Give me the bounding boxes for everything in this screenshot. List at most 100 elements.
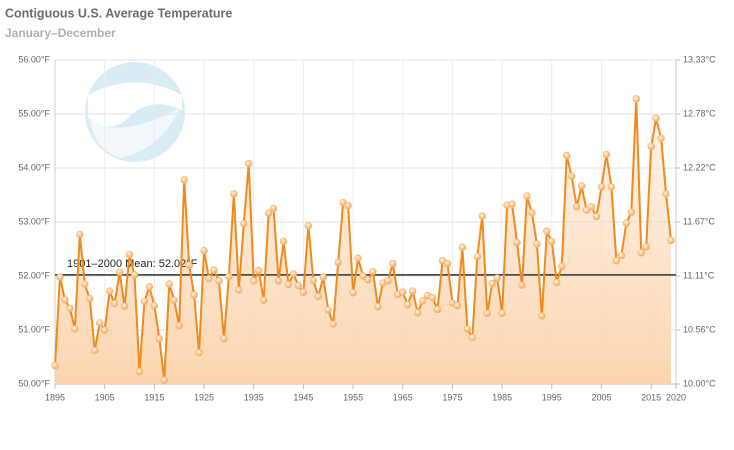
point bbox=[508, 200, 516, 208]
point bbox=[235, 286, 243, 294]
point bbox=[105, 287, 114, 295]
point bbox=[324, 306, 332, 314]
point bbox=[81, 280, 89, 288]
point bbox=[51, 361, 59, 370]
point bbox=[165, 280, 173, 288]
point bbox=[428, 293, 437, 302]
point bbox=[205, 275, 213, 283]
x-tick-label: 1945 bbox=[293, 392, 313, 402]
x-tick-label: 1925 bbox=[194, 392, 214, 402]
x-tick-label: 1975 bbox=[442, 392, 462, 402]
point bbox=[76, 230, 84, 239]
point bbox=[309, 276, 318, 285]
point bbox=[627, 208, 635, 216]
x-tick-label: 2005 bbox=[591, 392, 611, 402]
y2-tick-label: 13.33°C bbox=[683, 54, 716, 64]
point bbox=[259, 296, 268, 304]
point bbox=[597, 183, 606, 191]
point bbox=[458, 243, 467, 252]
x-tick-label: 1955 bbox=[343, 392, 363, 402]
point bbox=[250, 277, 258, 285]
point bbox=[587, 203, 596, 211]
point bbox=[354, 254, 362, 262]
point bbox=[195, 348, 203, 357]
point bbox=[637, 249, 645, 257]
point bbox=[528, 209, 536, 217]
x-tick-label: 1935 bbox=[244, 392, 264, 402]
noaa-logo bbox=[85, 62, 185, 162]
point bbox=[274, 277, 283, 285]
point bbox=[319, 273, 327, 281]
point bbox=[145, 283, 154, 291]
point bbox=[463, 325, 472, 333]
point bbox=[125, 250, 134, 259]
point bbox=[289, 270, 298, 278]
point bbox=[155, 334, 164, 343]
point bbox=[284, 280, 293, 289]
point bbox=[647, 142, 655, 151]
point bbox=[652, 114, 660, 123]
x-tick-label: 1895 bbox=[45, 392, 65, 402]
y-tick-label: 51.00°F bbox=[18, 324, 50, 334]
point bbox=[443, 259, 452, 268]
point bbox=[364, 276, 372, 284]
point bbox=[657, 134, 665, 143]
point bbox=[56, 273, 64, 281]
point bbox=[667, 236, 675, 245]
point bbox=[642, 243, 650, 251]
point bbox=[404, 300, 412, 309]
point bbox=[130, 271, 139, 279]
point bbox=[602, 150, 611, 159]
point bbox=[384, 277, 392, 285]
point bbox=[269, 204, 278, 213]
chart-title: Contiguous U.S. Average Temperature bbox=[5, 6, 232, 20]
point bbox=[170, 296, 178, 304]
y2-tick-label: 10.56°C bbox=[683, 324, 716, 334]
y2-tick-label: 10.00°C bbox=[683, 378, 716, 388]
point bbox=[433, 305, 442, 314]
area bbox=[55, 98, 672, 384]
point bbox=[513, 238, 521, 247]
point bbox=[498, 309, 506, 317]
point bbox=[478, 212, 486, 220]
point bbox=[254, 266, 263, 275]
point bbox=[418, 297, 427, 305]
point bbox=[607, 183, 616, 191]
point bbox=[548, 237, 556, 246]
point bbox=[413, 309, 422, 317]
point bbox=[592, 212, 601, 221]
point bbox=[538, 312, 546, 320]
point bbox=[225, 272, 233, 281]
y2-tick-label: 12.22°C bbox=[683, 162, 716, 172]
point bbox=[86, 294, 94, 303]
y-tick-label: 54.00°F bbox=[18, 162, 50, 172]
point bbox=[558, 262, 566, 270]
point bbox=[314, 292, 323, 301]
point bbox=[359, 272, 367, 280]
x-tick-label: 1915 bbox=[144, 392, 164, 402]
point bbox=[577, 182, 586, 190]
point bbox=[150, 302, 159, 310]
point bbox=[369, 267, 377, 276]
point bbox=[96, 319, 104, 327]
point bbox=[190, 291, 198, 299]
point bbox=[567, 172, 576, 180]
point bbox=[334, 258, 342, 267]
point bbox=[61, 296, 69, 304]
point bbox=[185, 261, 193, 269]
point bbox=[71, 325, 79, 333]
x-tick-label: 2015 bbox=[641, 392, 661, 402]
point bbox=[483, 309, 491, 317]
point bbox=[299, 288, 308, 296]
point bbox=[100, 326, 109, 334]
point bbox=[617, 251, 626, 260]
point bbox=[473, 252, 481, 261]
point bbox=[344, 202, 352, 210]
point bbox=[612, 257, 621, 265]
point bbox=[408, 287, 417, 295]
point bbox=[91, 346, 99, 355]
x-tick-label: 1995 bbox=[542, 392, 562, 402]
y2-tick-label: 12.78°C bbox=[683, 108, 716, 118]
point bbox=[215, 277, 223, 285]
